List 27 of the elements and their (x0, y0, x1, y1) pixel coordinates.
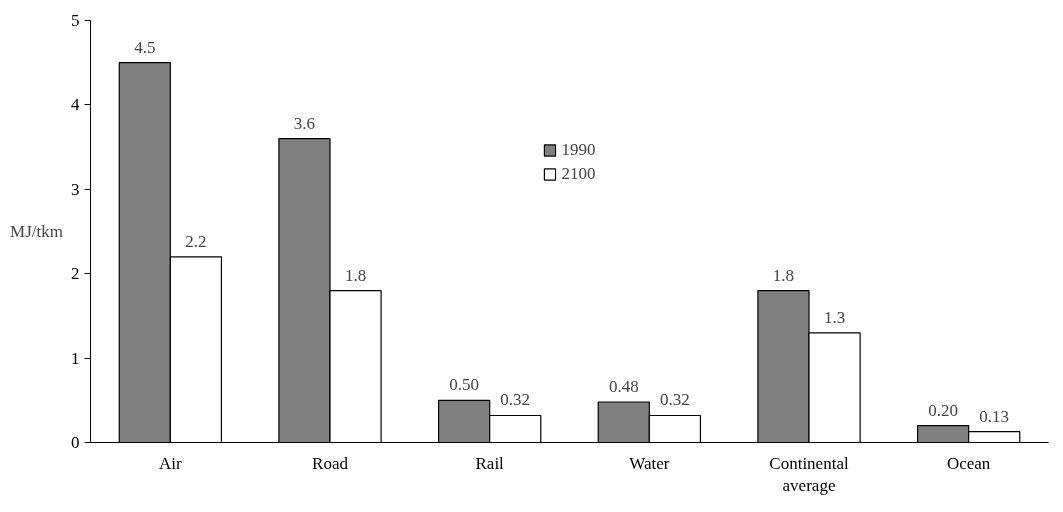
data-label: 1.8 (772, 265, 795, 285)
legend-label: 1990 (561, 140, 596, 160)
data-label: 3.6 (293, 113, 316, 133)
data-label: 0.48 (608, 376, 639, 396)
x-tick-label: Ocean (946, 453, 991, 473)
data-label: 0.32 (500, 390, 531, 410)
x-tick-label: Water (629, 453, 670, 473)
x-tick-label: Road (312, 453, 349, 473)
y-axis-title: MJ/tkm (10, 222, 64, 241)
x-tick-label: Continental average (769, 453, 849, 496)
legend-label: 2100 (561, 164, 596, 184)
y-tick-label: 2 (71, 264, 80, 284)
y-tick-label: 4 (71, 95, 80, 115)
y-tick-label: 3 (71, 179, 80, 199)
data-label: 0.13 (979, 406, 1010, 426)
data-label: 2.2 (185, 231, 207, 251)
data-label: 1.3 (823, 307, 846, 327)
y-tick-label: 5 (71, 11, 80, 30)
x-tick-label: Rail (475, 453, 505, 473)
data-label: 1.8 (344, 265, 367, 285)
data-label: 0.20 (928, 400, 958, 420)
x-tick-label: Air (159, 453, 182, 473)
y-tick-label: 1 (71, 348, 80, 368)
y-tick-label: 0 (71, 433, 80, 452)
data-label: 0.32 (660, 390, 690, 410)
data-label: 4.5 (134, 37, 156, 57)
data-label: 0.50 (449, 375, 479, 395)
